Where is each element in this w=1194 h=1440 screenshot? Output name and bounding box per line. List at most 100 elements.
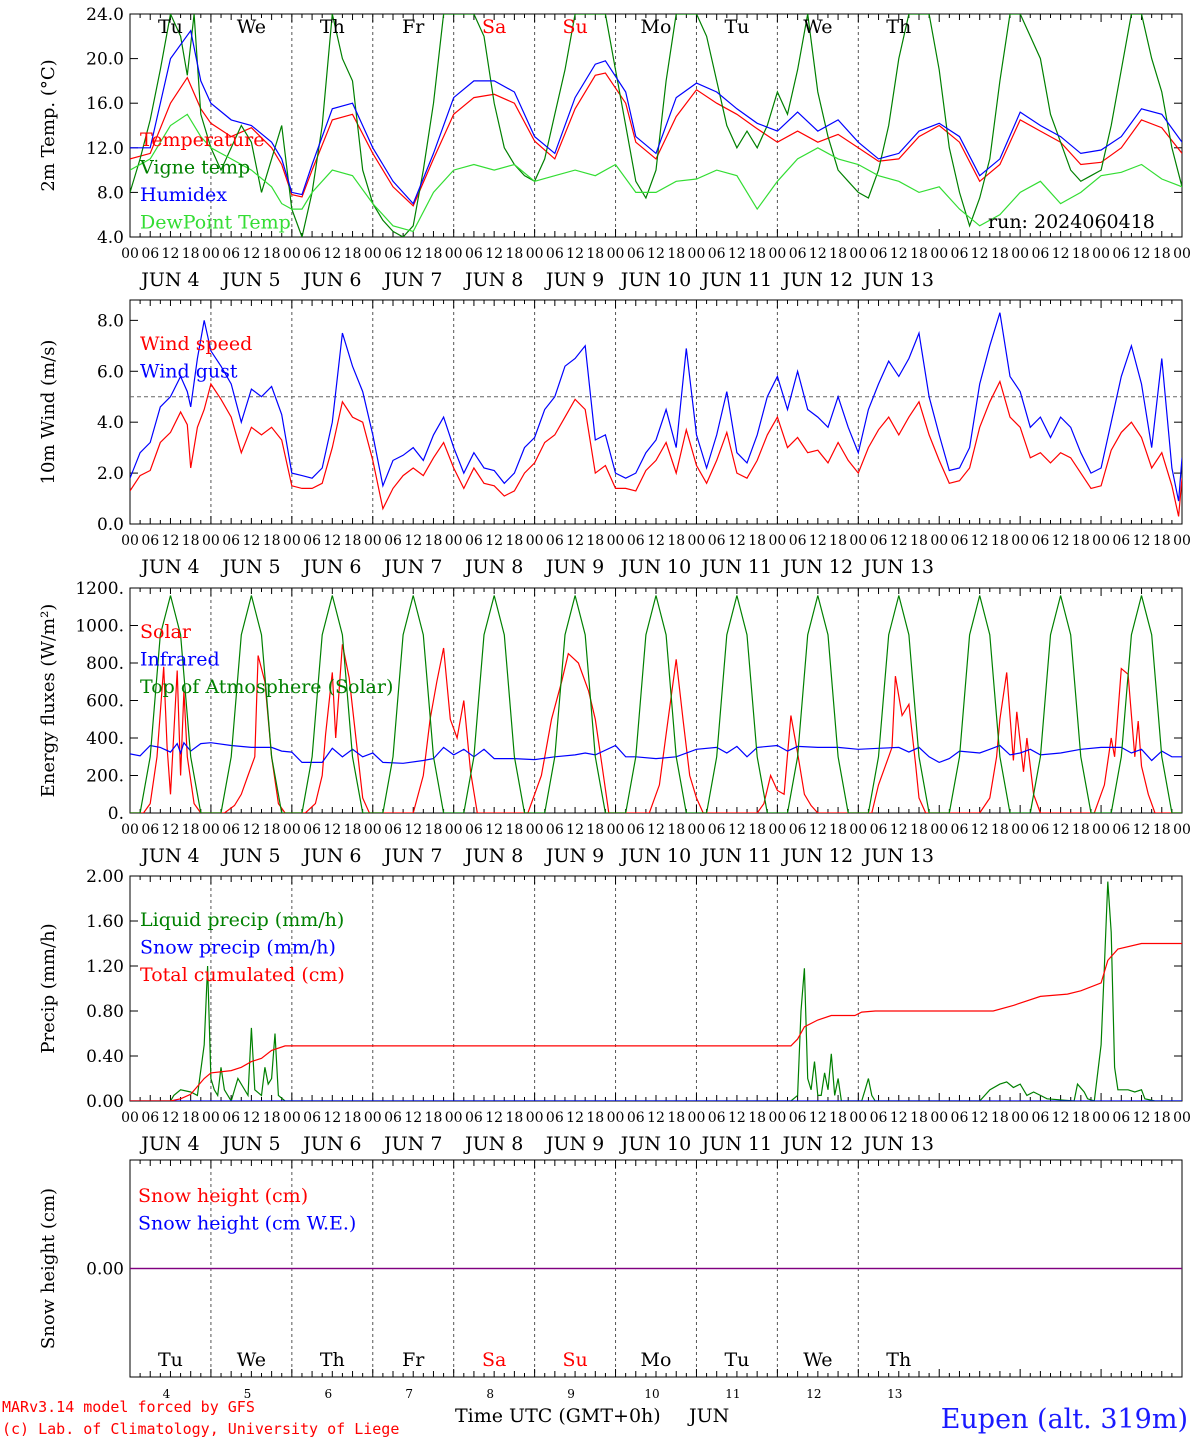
hour-tick-label: 18 <box>748 1110 766 1126</box>
y-tick-label: 1.20 <box>86 957 124 977</box>
date-label: JUN 7 <box>382 556 442 578</box>
weekday-label: Th <box>320 16 345 38</box>
hour-tick-label: 00 <box>121 822 139 838</box>
legend-entry: Solar <box>140 621 192 643</box>
hour-tick-label: 12 <box>647 822 665 838</box>
hour-tick-label: 12 <box>323 1110 341 1126</box>
hour-tick-label: 12 <box>1052 822 1070 838</box>
hour-tick-label: 18 <box>182 246 200 262</box>
hour-tick-label: 06 <box>222 533 240 549</box>
hour-tick-label: 12 <box>162 1110 180 1126</box>
hour-tick-label: 06 <box>789 822 807 838</box>
hour-tick-label: 12 <box>728 246 746 262</box>
hour-tick-label: 06 <box>546 822 564 838</box>
hour-tick-label: 00 <box>1173 533 1191 549</box>
hour-tick-label: 18 <box>425 822 443 838</box>
hour-tick-label: 00 <box>688 822 706 838</box>
panel-3: 0.00 0.40 0.80 1.20 1.60 2.00 Precip (mm/h) Liq… <box>38 867 1191 1155</box>
hour-tick-label: 06 <box>870 1110 888 1126</box>
weekday-label: Sa <box>482 1349 506 1371</box>
hour-tick-label: 18 <box>829 246 847 262</box>
hour-tick-label: 06 <box>870 533 888 549</box>
y-tick-label: 8.0 <box>97 311 124 331</box>
hour-tick-label: 00 <box>445 1110 463 1126</box>
date-label: JUN 7 <box>382 845 442 867</box>
date-label: JUN 11 <box>700 269 772 291</box>
y-tick-label: 1.60 <box>86 912 124 932</box>
hour-tick-label: 00 <box>526 246 544 262</box>
hour-tick-label: 00 <box>607 1110 625 1126</box>
hour-tick-label: 06 <box>384 822 402 838</box>
date-label: JUN 9 <box>544 269 604 291</box>
weekday-label: Mo <box>641 1349 672 1371</box>
y-tick-label: 800. <box>86 654 124 674</box>
day-number: 8 <box>486 1387 494 1401</box>
hour-tick-label: 18 <box>344 246 362 262</box>
date-label: JUN 11 <box>700 845 772 867</box>
hour-tick-label: 00 <box>607 246 625 262</box>
series-line-solar <box>130 644 1182 813</box>
hour-tick-label: 06 <box>222 246 240 262</box>
hour-tick-label: 00 <box>768 246 786 262</box>
date-label: JUN 9 <box>544 556 604 578</box>
hour-tick-label: 00 <box>445 822 463 838</box>
hour-tick-label: 18 <box>1072 533 1090 549</box>
hour-tick-label: 18 <box>991 822 1009 838</box>
date-label: JUN 13 <box>862 845 934 867</box>
hour-tick-label: 00 <box>202 822 220 838</box>
hour-tick-label: 18 <box>182 1110 200 1126</box>
y-tick-label: 12.0 <box>86 139 124 159</box>
weekday-label: Fr <box>402 16 425 38</box>
hour-tick-label: 06 <box>465 822 483 838</box>
y-tick-label: 16.0 <box>86 94 124 114</box>
hour-tick-label: 06 <box>384 246 402 262</box>
hour-tick-label: 00 <box>202 246 220 262</box>
series-line-wind-gust <box>130 312 1182 502</box>
legend-entry: Total cumulated (cm) <box>140 964 345 986</box>
hour-tick-label: 00 <box>283 533 301 549</box>
hour-tick-label: 18 <box>1072 822 1090 838</box>
weekday-label: Su <box>562 1349 587 1371</box>
hour-tick-label: 06 <box>789 246 807 262</box>
hour-tick-label: 12 <box>728 533 746 549</box>
y-tick-label: 8.0 <box>97 183 124 203</box>
hour-tick-label: 00 <box>364 1110 382 1126</box>
hour-tick-label: 00 <box>688 246 706 262</box>
y-tick-label: 20.0 <box>86 50 124 70</box>
hour-tick-label: 00 <box>364 822 382 838</box>
hour-tick-label: 00 <box>849 533 867 549</box>
hour-tick-label: 18 <box>910 822 928 838</box>
hour-tick-label: 12 <box>162 246 180 262</box>
hour-tick-label: 18 <box>667 533 685 549</box>
hour-tick-label: 12 <box>1052 1110 1070 1126</box>
hour-tick-label: 18 <box>829 822 847 838</box>
hour-tick-label: 06 <box>141 246 159 262</box>
hour-tick-label: 12 <box>1052 246 1070 262</box>
hour-tick-label: 18 <box>910 246 928 262</box>
series-line-liquid-precip-mm-h- <box>130 881 1182 1101</box>
hour-tick-label: 18 <box>1153 1110 1171 1126</box>
y-tick-label: 0.40 <box>86 1047 124 1067</box>
hour-tick-label: 00 <box>445 246 463 262</box>
hour-tick-label: 12 <box>809 1110 827 1126</box>
hour-tick-label: 12 <box>404 1110 422 1126</box>
hour-tick-label: 12 <box>728 1110 746 1126</box>
hour-tick-label: 18 <box>263 533 281 549</box>
hour-tick-label: 18 <box>991 533 1009 549</box>
y-tick-label: 0.00 <box>86 1260 124 1280</box>
hour-tick-label: 06 <box>627 246 645 262</box>
hour-tick-label: 18 <box>505 822 523 838</box>
hour-tick-label: 18 <box>748 533 766 549</box>
model-credit: MARv3.14 model forced by GFS <box>2 1398 255 1416</box>
date-label: JUN 10 <box>619 556 691 578</box>
legend-entry: Wind speed <box>140 333 252 355</box>
hour-tick-label: 00 <box>364 246 382 262</box>
date-label: JUN 12 <box>781 845 853 867</box>
day-number: 10 <box>644 1387 659 1401</box>
date-label: JUN 13 <box>862 1133 934 1155</box>
hour-tick-label: 12 <box>728 822 746 838</box>
weekday-label: We <box>803 16 832 38</box>
hour-tick-label: 18 <box>263 246 281 262</box>
hour-tick-label: 18 <box>1153 533 1171 549</box>
